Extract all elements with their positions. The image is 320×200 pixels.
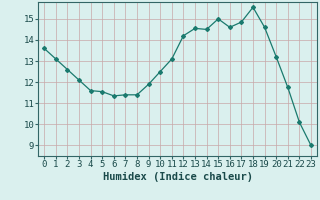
X-axis label: Humidex (Indice chaleur): Humidex (Indice chaleur) bbox=[103, 172, 252, 182]
